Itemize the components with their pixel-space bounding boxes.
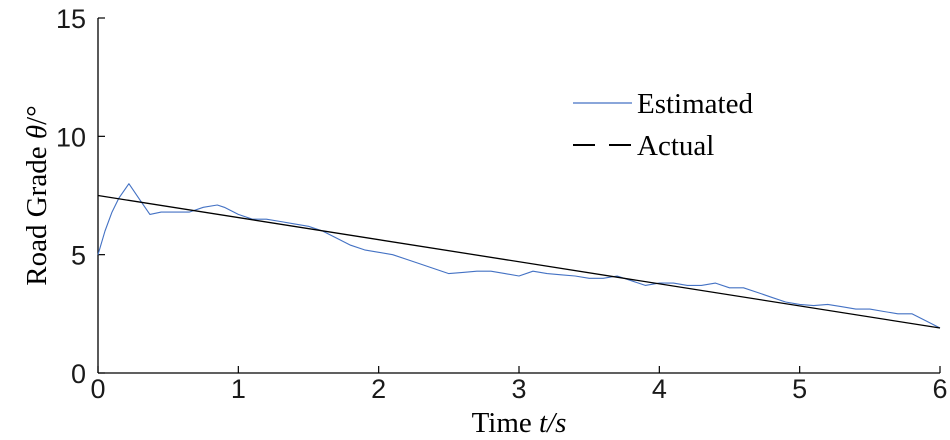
- y-tick-label: 10: [56, 122, 86, 152]
- x-tick-label: 1: [231, 374, 246, 404]
- x-tick-labels: 0 1 2 3 4 5 6: [90, 366, 948, 404]
- series-line-actual: [97, 194, 941, 329]
- y-axis-title: Road Grade θ/°: [21, 105, 53, 285]
- legend: Estimated Actual: [573, 88, 753, 162]
- y-tick-label: 5: [71, 241, 86, 271]
- series-lines: [97, 183, 941, 329]
- y-axis-title-text: Road Grade: [21, 139, 53, 286]
- x-tick-label: 5: [792, 374, 807, 404]
- x-tick-label: 0: [90, 374, 105, 404]
- x-axis-title-var: t: [539, 407, 548, 439]
- x-tick-label: 2: [371, 374, 386, 404]
- x-tick-label: 3: [511, 374, 526, 404]
- x-tick-label: 6: [932, 374, 947, 404]
- legend-label-estimated: Estimated: [637, 88, 753, 120]
- x-axis-title-text: Time: [472, 407, 539, 439]
- y-axis-title-unit: /°: [21, 105, 53, 125]
- x-tick-label: 4: [652, 374, 667, 404]
- legend-label-actual: Actual: [637, 130, 714, 162]
- y-axis-title-var: θ: [21, 125, 53, 139]
- y-tick-label: 15: [56, 4, 86, 34]
- x-axis-title: Time t/s: [472, 407, 567, 439]
- x-axis-title-unit: /s: [545, 407, 566, 439]
- axes: [97, 18, 940, 374]
- y-tick-label: 0: [71, 359, 86, 389]
- series-line-estimated: [97, 183, 941, 329]
- y-tick-labels: 0 5 10 15: [56, 4, 105, 389]
